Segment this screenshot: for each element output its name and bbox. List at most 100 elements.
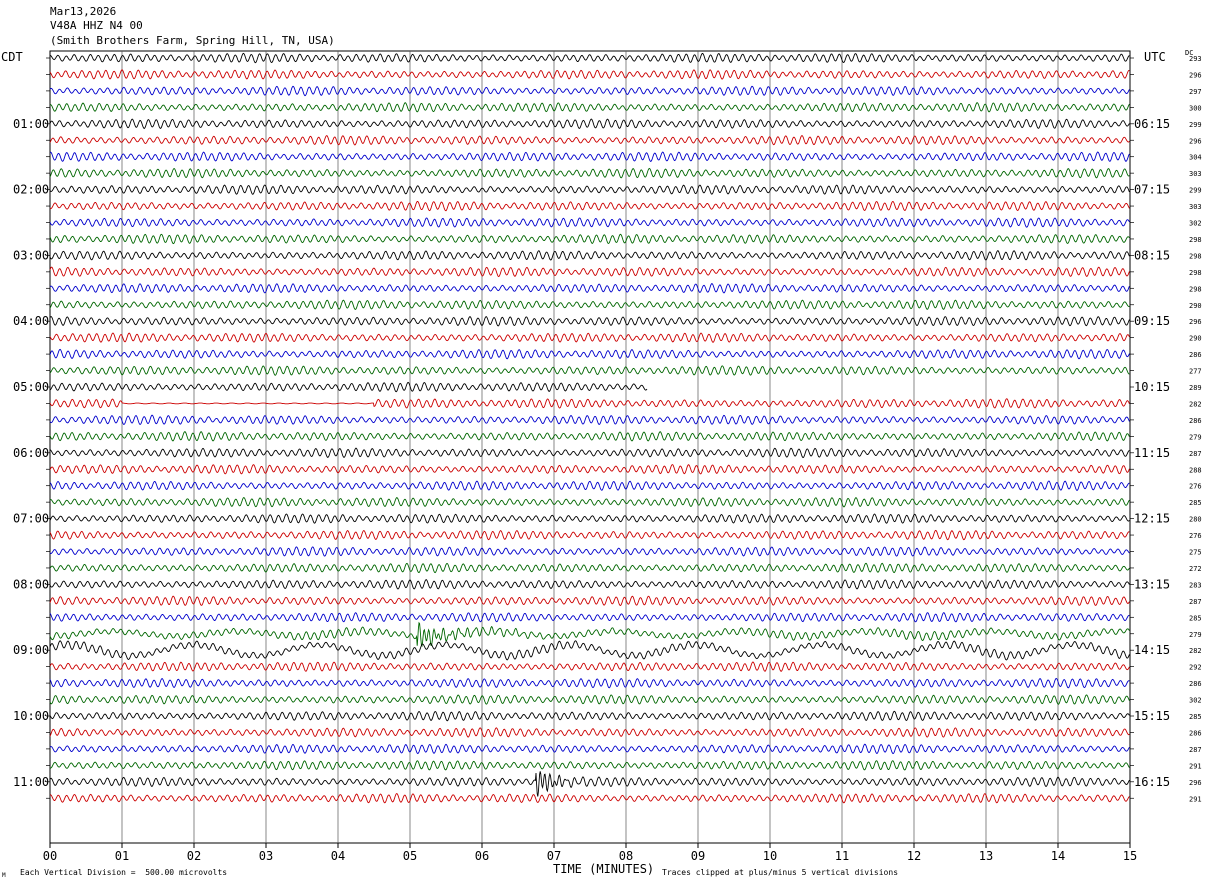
dc-offset-label: 296 [1189, 137, 1202, 145]
right-hour-label: 16:15 [1134, 775, 1170, 789]
left-hour-label: 09:00 [13, 643, 49, 657]
dc-offset-label: 298 [1189, 269, 1202, 277]
trace-line [49, 513, 1130, 524]
dc-offset-label: 287 [1189, 746, 1202, 754]
trace-line [49, 771, 1130, 797]
dc-offset-label: 283 [1189, 581, 1202, 589]
dc-offset-label: 290 [1189, 302, 1202, 310]
trace-line [49, 118, 1130, 130]
x-tick-label: 02 [187, 849, 201, 863]
trace-line [49, 52, 1130, 64]
x-tick-label: 03 [259, 849, 273, 863]
dc-offset-label: 291 [1189, 762, 1202, 770]
dc-offset-label: 296 [1189, 318, 1202, 326]
x-tick-label: 00 [43, 849, 57, 863]
trace-line [49, 283, 1130, 294]
trace-line [49, 529, 1130, 541]
dc-offset-label: 303 [1189, 170, 1202, 178]
left-hour-label: 03:00 [13, 248, 49, 262]
trace-line [49, 677, 1130, 689]
dc-offset-label: 288 [1189, 466, 1202, 474]
trace-line [49, 332, 1130, 343]
trace-line [49, 135, 1130, 146]
dc-offset-label: 302 [1189, 220, 1202, 228]
trace-line [49, 398, 1130, 409]
x-tick-label: 06 [475, 849, 489, 863]
dc-offset-label: 276 [1189, 532, 1202, 540]
dc-offset-label: 285 [1189, 713, 1202, 721]
location-label: (Smith Brothers Farm, Spring Hill, TN, U… [50, 34, 335, 47]
trace-line [49, 151, 1130, 162]
trace-line [49, 365, 1130, 376]
left-timezone-label: CDT [1, 50, 23, 64]
plot-frame [49, 50, 1131, 844]
left-hour-label: 06:00 [13, 446, 49, 460]
x-tick-label: 11 [835, 849, 849, 863]
dc-offset-label: 279 [1189, 631, 1202, 639]
left-hour-label: 05:00 [13, 380, 49, 394]
right-hour-label: 07:15 [1134, 183, 1170, 197]
dc-offset-label: 282 [1189, 400, 1202, 408]
x-tick-label: 10 [763, 849, 777, 863]
trace-line [49, 414, 1130, 426]
dc-offset-label: 285 [1189, 614, 1202, 622]
trace-line [49, 102, 1130, 113]
dc-offset-label: 299 [1189, 121, 1202, 129]
dc-offset-label: 272 [1189, 565, 1202, 573]
dc-offset-label: 298 [1189, 252, 1202, 260]
trace-line [49, 496, 1130, 508]
trace-line [49, 315, 1130, 327]
right-hour-label: 14:15 [1134, 643, 1170, 657]
trace-line [49, 595, 1130, 606]
left-hour-label: 04:00 [13, 314, 49, 328]
trace-line [49, 661, 1130, 672]
trace-line [49, 480, 1130, 491]
left-hour-label: 11:00 [13, 775, 49, 789]
x-tick-label: 05 [403, 849, 417, 863]
corner-mark: M [2, 872, 6, 879]
dc-offset-label: 289 [1189, 384, 1202, 392]
trace-line [49, 579, 1130, 590]
right-hour-label: 13:15 [1134, 577, 1170, 591]
x-tick-label: 08 [619, 849, 633, 863]
x-axis-title: TIME (MINUTES) [553, 862, 655, 876]
left-hour-label: 08:00 [13, 577, 49, 591]
trace-line [49, 546, 1130, 557]
trace-line [49, 348, 1130, 360]
dc-offset-label: 298 [1189, 285, 1202, 293]
x-tick-label: 14 [1051, 849, 1065, 863]
dc-offset-label: 279 [1189, 433, 1202, 441]
dc-offset-label: 287 [1189, 598, 1202, 606]
dc-offset-label: 285 [1189, 499, 1202, 507]
trace-line [49, 431, 1130, 442]
date-label: Mar13,2026 [50, 5, 117, 18]
x-tick-label: 12 [907, 849, 921, 863]
dc-offset-label: 296 [1189, 779, 1202, 787]
trace-line [49, 694, 1130, 705]
right-hour-label: 08:15 [1134, 248, 1170, 262]
right-hour-label: 06:15 [1134, 117, 1170, 131]
scale-note: Each Vertical Division = 500.00 microvol… [20, 868, 228, 877]
right-hour-label: 12:15 [1134, 512, 1170, 526]
dc-offset-label: 276 [1189, 483, 1202, 491]
x-tick-label: 04 [331, 849, 345, 863]
dc-offset-label: 299 [1189, 187, 1202, 195]
x-tick-label: 13 [979, 849, 993, 863]
dc-offset-label: 302 [1189, 697, 1202, 705]
trace-line [49, 233, 1130, 245]
dc-offset-label: 275 [1189, 549, 1202, 557]
dc-offset-label: 280 [1189, 516, 1202, 524]
dc-offset-label: 287 [1189, 450, 1202, 458]
dc-offset-label: 296 [1189, 71, 1202, 79]
right-hour-label: 09:15 [1134, 314, 1170, 328]
trace-line [49, 760, 1130, 771]
trace-line [49, 299, 1130, 311]
trace-line [49, 743, 1130, 755]
trace-line [49, 217, 1130, 228]
dc-offset-label: 303 [1189, 203, 1202, 211]
dc-offset-label: 304 [1189, 154, 1202, 162]
dc-offset-label: 298 [1189, 236, 1202, 244]
dc-offset-label: 286 [1189, 729, 1202, 737]
trace-line [49, 710, 1130, 722]
